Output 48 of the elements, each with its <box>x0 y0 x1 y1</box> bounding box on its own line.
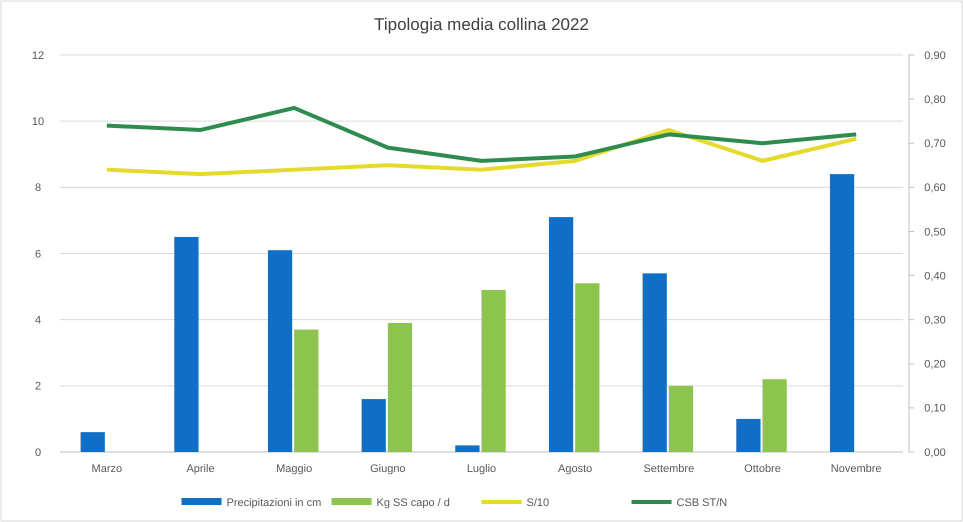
y2-tick-label: 0,00 <box>924 446 946 459</box>
y-tick-label: 2 <box>34 380 42 393</box>
y2-tick-label: 0,60 <box>924 182 946 194</box>
x-tick-label: Aprile <box>186 463 215 475</box>
bar <box>294 330 318 452</box>
y-tick-label: 6 <box>34 248 42 260</box>
chart-title: Tipologia media collina 2022 <box>374 15 589 34</box>
bar <box>388 322 412 452</box>
bar <box>80 432 105 452</box>
bar <box>575 283 600 452</box>
x-tick-label: Marzo <box>92 463 122 475</box>
legend-label: S/10 <box>526 496 550 509</box>
x-tick-label: Maggio <box>276 463 312 475</box>
x-tick-label: Agosto <box>558 463 592 475</box>
legend-label: CSB ST/N <box>676 496 728 509</box>
bar <box>482 290 506 452</box>
bar <box>736 418 760 452</box>
y2-tick-label: 0,20 <box>924 358 946 371</box>
y2-tick-label: 0,10 <box>924 402 946 415</box>
line-series <box>104 128 858 176</box>
y-tick-label: 10 <box>32 116 44 128</box>
y-tick-label: 12 <box>32 50 44 62</box>
y-tick-label: 4 <box>34 314 42 327</box>
x-tick-label: Luglio <box>466 463 496 475</box>
bar <box>455 445 480 452</box>
legend-label: Kg SS capo / d <box>376 496 450 509</box>
bar <box>642 273 667 452</box>
bar <box>174 236 198 452</box>
bar <box>268 250 292 452</box>
x-tick-label: Settembre <box>643 463 694 475</box>
y2-tick-label: 0,50 <box>924 226 946 238</box>
x-tick-label: Giugno <box>370 463 406 475</box>
bar <box>830 174 854 452</box>
y2-tick-label: 0,30 <box>924 314 946 327</box>
line-series <box>104 106 858 163</box>
x-tick-label: Ottobre <box>744 463 781 475</box>
bar <box>362 399 386 452</box>
bar <box>668 386 694 452</box>
legend-label: Precipitazioni in cm <box>226 496 322 509</box>
bar <box>548 217 574 452</box>
y2-tick-label: 0,80 <box>924 94 946 106</box>
y-tick-label: 8 <box>34 182 42 194</box>
x-tick-label: Novembre <box>830 463 882 475</box>
y2-tick-label: 0,70 <box>924 138 946 150</box>
bar <box>762 379 787 452</box>
y-tick-label: 0 <box>34 446 42 459</box>
y2-tick-label: 0,40 <box>924 270 946 282</box>
y2-tick-label: 0,90 <box>924 50 946 62</box>
